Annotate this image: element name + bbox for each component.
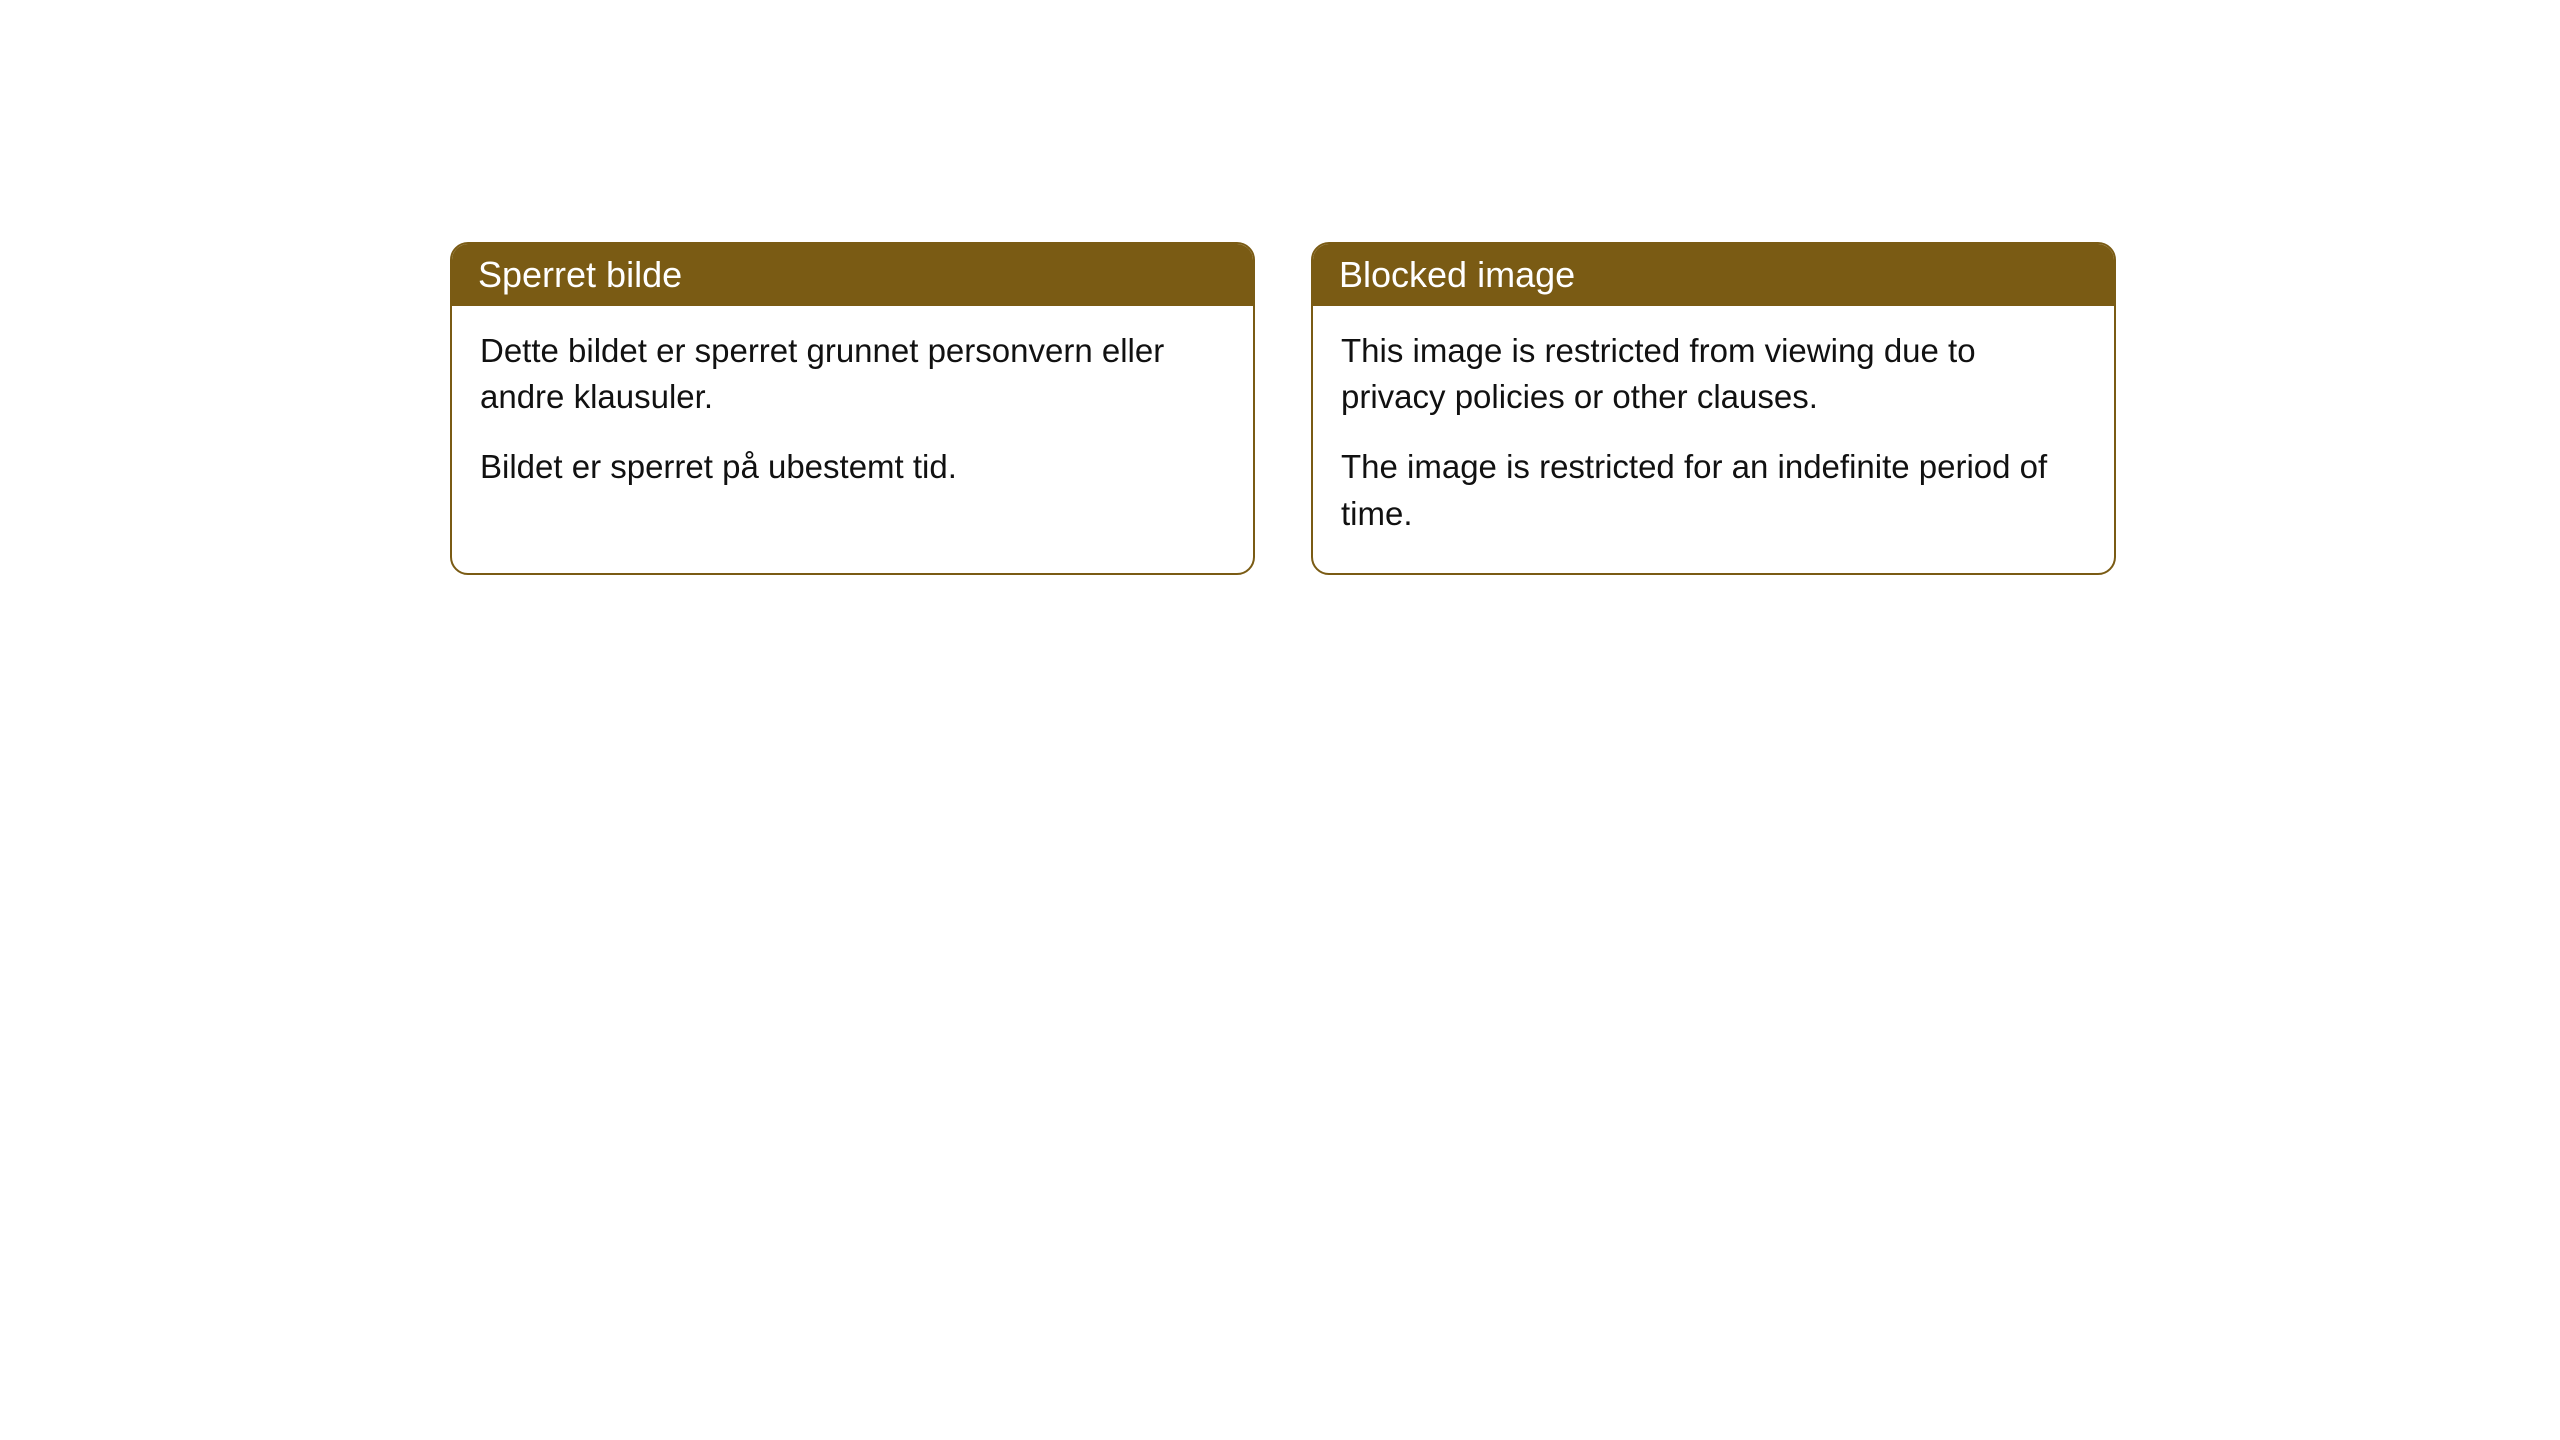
card-header-norwegian: Sperret bilde xyxy=(452,244,1253,306)
notice-cards-container: Sperret bilde Dette bildet er sperret gr… xyxy=(450,242,2116,575)
card-body-norwegian: Dette bildet er sperret grunnet personve… xyxy=(452,306,1253,527)
notice-text-line1-no: Dette bildet er sperret grunnet personve… xyxy=(480,328,1225,420)
card-body-english: This image is restricted from viewing du… xyxy=(1313,306,2114,573)
notice-card-english: Blocked image This image is restricted f… xyxy=(1311,242,2116,575)
notice-card-norwegian: Sperret bilde Dette bildet er sperret gr… xyxy=(450,242,1255,575)
notice-text-line2-no: Bildet er sperret på ubestemt tid. xyxy=(480,444,1225,490)
notice-text-line1-en: This image is restricted from viewing du… xyxy=(1341,328,2086,420)
notice-text-line2-en: The image is restricted for an indefinit… xyxy=(1341,444,2086,536)
card-header-english: Blocked image xyxy=(1313,244,2114,306)
